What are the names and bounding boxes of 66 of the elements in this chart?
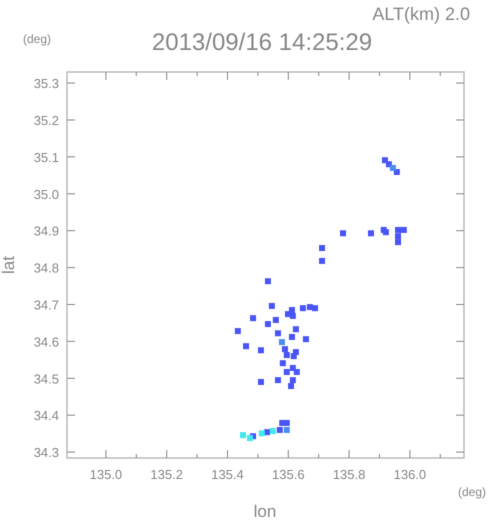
y-tick-label: 34.8 (34, 260, 59, 276)
y-tick-label: 34.5 (34, 371, 59, 386)
point (395, 233, 402, 240)
y-tick-label: 34.3 (34, 445, 59, 460)
y-axis-title: lat (0, 256, 18, 274)
y-tick-label: 34.6 (34, 334, 59, 350)
point (264, 321, 271, 328)
point (368, 230, 374, 236)
y-tick-label: 35.0 (34, 186, 59, 202)
point (278, 339, 285, 346)
point (312, 305, 318, 312)
point (258, 378, 264, 385)
text: (deg) (22, 32, 52, 46)
point (243, 343, 250, 350)
y-tick-label: 35.3 (34, 76, 59, 92)
point (292, 326, 299, 332)
x-tick-label: 135.2 (150, 467, 183, 482)
x-tick-label: 135.0 (90, 467, 122, 482)
point (274, 377, 281, 384)
point (258, 347, 264, 354)
x-axis-title: lon (254, 502, 276, 521)
point (382, 157, 388, 164)
point (340, 230, 346, 236)
point (250, 315, 256, 322)
point (300, 305, 306, 312)
point (246, 435, 253, 442)
point (319, 245, 326, 252)
point (276, 426, 283, 433)
point (319, 258, 326, 264)
point (292, 349, 299, 356)
point (302, 336, 309, 342)
point (294, 369, 300, 376)
point (395, 226, 402, 233)
point (264, 278, 271, 284)
point (272, 316, 279, 323)
point (380, 226, 387, 233)
point (290, 377, 296, 384)
point (288, 383, 294, 390)
point (270, 428, 276, 434)
x-tick-label: 135.6 (272, 467, 305, 482)
point (282, 346, 288, 352)
x-tick-label: 136.0 (394, 467, 426, 482)
text: (deg) (458, 485, 486, 499)
y-tick-label: 35.1 (34, 150, 59, 165)
point (274, 330, 281, 336)
point (284, 352, 290, 358)
point (234, 328, 241, 334)
point (280, 360, 286, 366)
point (279, 420, 286, 426)
point (258, 430, 265, 436)
point (284, 426, 290, 433)
y-tick-label: 35.2 (34, 112, 59, 128)
chart-title: 2013/09/16 14:25:29 (152, 29, 372, 56)
x-tick-label: 135.4 (211, 467, 244, 482)
point (284, 369, 290, 376)
point (390, 164, 396, 171)
chart-subtitle: ALT(km) 2.0 (372, 4, 470, 24)
y-tick-label: 34.7 (34, 297, 59, 312)
x-tick-label: 135.8 (332, 467, 366, 482)
point (268, 302, 275, 309)
y-tick-label: 34.9 (34, 224, 59, 239)
point (395, 239, 402, 246)
y-tick-label: 34.4 (34, 408, 59, 424)
point (288, 334, 295, 340)
point (240, 432, 246, 438)
point (400, 226, 407, 233)
